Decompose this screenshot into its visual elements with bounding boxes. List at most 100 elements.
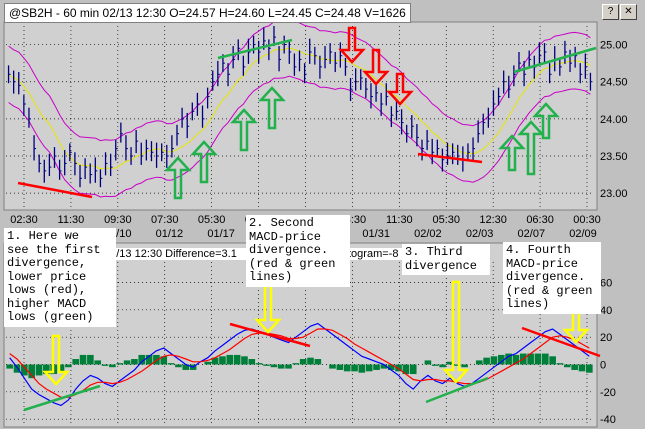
close-icon[interactable]: ✕ (620, 4, 637, 20)
histogram-bar (101, 364, 109, 366)
yellow-down-arrow (442, 280, 470, 384)
histogram-bar (175, 364, 182, 368)
histogram-bar (94, 360, 102, 365)
histogram-bar (380, 364, 388, 369)
histogram-bar (21, 364, 28, 376)
green-up-arrow (164, 156, 192, 200)
annotation-note-4: 4. Fourth MACD-price divergence. (red & … (503, 242, 601, 314)
x-date-label: 01/12 (156, 228, 184, 240)
red-down-arrow (386, 72, 414, 106)
red-divergence-line (417, 152, 483, 164)
x-date-label: 02/09 (569, 228, 597, 240)
histogram-bar (109, 364, 116, 368)
histogram-bar (248, 359, 256, 365)
histogram-bar (277, 364, 285, 369)
histogram-bar (270, 364, 278, 368)
histogram-bar (475, 360, 483, 365)
x-date-label: 01/31 (362, 228, 390, 240)
red-down-arrow (338, 26, 366, 64)
macd-y-tick-label: 40 (600, 305, 612, 317)
green-divergence-line (23, 384, 101, 412)
histogram-bar (79, 354, 87, 365)
histogram-bar (365, 364, 373, 372)
histogram-bar (233, 354, 241, 365)
x-tick-label: 02:30 (10, 214, 38, 226)
macd-y-tick-label: -20 (600, 387, 616, 399)
green-up-arrow (498, 134, 526, 172)
histogram-bar (307, 357, 314, 365)
histogram-bar (505, 353, 512, 365)
red-down-arrow (362, 48, 390, 86)
histogram-bar (534, 353, 542, 365)
x-date-label: 02/03 (466, 228, 494, 240)
histogram-bar (167, 363, 175, 365)
histogram-bar (329, 364, 336, 369)
macd-header-right: togram=-8 (348, 248, 404, 260)
price-y-tick-label: 23.00 (600, 188, 628, 200)
x-tick-label: 06:30 (526, 214, 554, 226)
price-y-tick-label: 23.50 (600, 151, 628, 163)
histogram-bar (343, 364, 351, 372)
histogram-bar (138, 354, 146, 365)
histogram-bar (204, 361, 212, 365)
price-y-tick-label: 24.00 (600, 114, 628, 126)
green-divergence-line (513, 46, 597, 74)
price-y-tick-label: 24.50 (600, 77, 628, 89)
histogram-bar (439, 364, 446, 368)
histogram-bar (6, 364, 13, 369)
histogram-bar (35, 364, 43, 376)
histogram-bar (160, 356, 168, 365)
yellow-down-arrow (254, 284, 282, 334)
histogram-bar (131, 359, 138, 365)
histogram-bar (527, 353, 534, 365)
histogram-bar (490, 356, 498, 365)
x-tick-label: 11:30 (58, 214, 85, 226)
histogram-bar (145, 354, 153, 365)
histogram-bar (28, 364, 35, 379)
x-date-label: 02/02 (414, 228, 442, 240)
macd-y-tick-label: 60 (600, 278, 612, 290)
histogram-bar (358, 364, 366, 373)
histogram-bar (285, 364, 292, 369)
histogram-bar (72, 359, 80, 365)
window-title: @SB2H - 60 min 02/13 12:30 O=24.57 H=24.… (4, 3, 411, 23)
green-up-arrow (532, 102, 560, 140)
histogram-bar (87, 354, 94, 365)
histogram-bar (461, 364, 468, 368)
histogram-bar (351, 364, 358, 372)
lower-envelope-line (8, 75, 591, 198)
macd-y-tick-label: -40 (600, 414, 616, 426)
x-tick-label: 05:30 (432, 214, 460, 226)
annotation-note-2: 2. Second MACD-price divergence. (red & … (246, 215, 350, 287)
histogram-bar (483, 357, 490, 365)
green-up-arrow (517, 120, 545, 176)
x-tick-label: 09:30 (104, 214, 132, 226)
macd-y-tick-label: 20 (600, 332, 612, 344)
histogram-bar (556, 363, 564, 365)
histogram-bar (564, 364, 571, 368)
histogram-bar (424, 360, 432, 365)
x-tick-label: 12:30 (479, 214, 507, 226)
help-icon[interactable]: ? (602, 4, 619, 20)
histogram-bar (43, 364, 50, 375)
histogram-bar (512, 354, 520, 365)
macd-header-left: 02/13 12:30 Difference=3.1 (104, 248, 250, 260)
histogram-bar (446, 361, 454, 365)
red-divergence-line (521, 326, 601, 358)
histogram-bar (263, 364, 270, 366)
x-tick-label: 11:30 (386, 214, 413, 226)
histogram-bar (13, 364, 21, 373)
macd-difference-line (9, 322, 590, 407)
histogram-bar (57, 364, 65, 373)
green-divergence-line (425, 376, 489, 404)
histogram-bar (226, 354, 234, 365)
histogram-bar (255, 363, 263, 365)
histogram-bar (116, 363, 124, 365)
histogram-bar (542, 353, 549, 365)
price-y-tick-label: 25.00 (600, 40, 628, 52)
x-date-label: 02/07 (518, 228, 546, 240)
annotation-note-1: 1. Here we see the first divergence, low… (4, 228, 116, 327)
x-date-label: 01/17 (207, 228, 235, 240)
histogram-bar (549, 356, 556, 365)
green-up-arrow (230, 108, 258, 152)
